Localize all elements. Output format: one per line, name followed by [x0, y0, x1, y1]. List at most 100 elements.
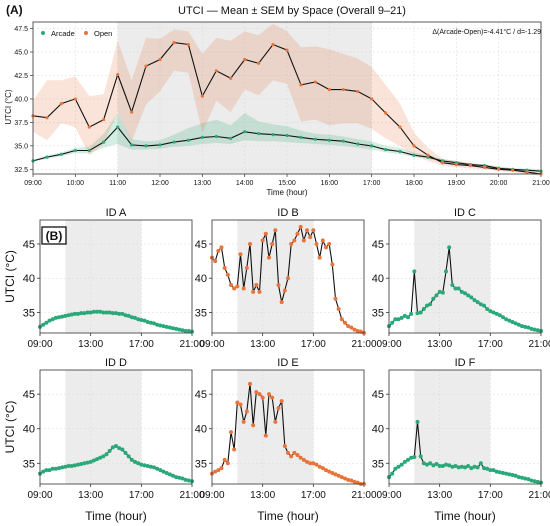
- data-point: [158, 468, 163, 473]
- data-point-open: [87, 125, 91, 129]
- data-point: [117, 446, 122, 451]
- data-point-open: [440, 161, 444, 165]
- data-point: [336, 473, 341, 478]
- data-point-open: [370, 97, 374, 101]
- data-point: [320, 238, 325, 243]
- data-point: [69, 464, 74, 469]
- data-point: [276, 406, 281, 410]
- data-point: [263, 433, 268, 438]
- data-point: [88, 310, 93, 315]
- y-tick-label: 45: [23, 239, 35, 251]
- data-point-arcade: [229, 136, 233, 140]
- data-point-arcade: [257, 132, 261, 136]
- data-point: [339, 317, 344, 322]
- data-point-open: [116, 72, 120, 77]
- data-point: [235, 400, 240, 405]
- data-point-arcade: [214, 134, 218, 139]
- data-point: [229, 283, 233, 288]
- x-tick-label: 17:00: [301, 339, 326, 350]
- data-point-arcade: [341, 139, 345, 143]
- data-point: [183, 328, 188, 333]
- subplot-id-a: 09:00 13:00 17:00 21:00 35 40 45 ID A UTCI (°C): [3, 207, 205, 350]
- data-point: [171, 326, 175, 331]
- data-point-open: [45, 116, 49, 120]
- panel-a-xlabel: Time (hour): [266, 188, 307, 197]
- data-point: [415, 311, 420, 316]
- data-point: [114, 444, 118, 448]
- panel-a-ylabel: UTCI (°C): [4, 89, 13, 125]
- data-point: [450, 464, 455, 469]
- data-point: [142, 318, 147, 323]
- data-point: [466, 293, 471, 298]
- data-point-open: [186, 42, 190, 47]
- data-point: [418, 310, 423, 315]
- data-point-arcade: [285, 133, 289, 138]
- data-point: [126, 313, 131, 318]
- data-point: [497, 470, 502, 475]
- peak-hours-shade: [414, 220, 491, 333]
- subplot-frame: [211, 219, 365, 334]
- data-point-arcade: [87, 148, 91, 153]
- data-point: [330, 262, 335, 267]
- data-point: [161, 469, 166, 474]
- data-point: [431, 463, 436, 468]
- data-point: [95, 309, 99, 314]
- y-tick-label: 35: [195, 307, 207, 319]
- x-tick-label: 09:00: [27, 490, 52, 501]
- data-point: [213, 259, 218, 264]
- y-tick-label: 35: [195, 458, 207, 470]
- data-point: [53, 466, 58, 471]
- data-point: [44, 468, 49, 473]
- data-point: [497, 313, 502, 318]
- data-point: [305, 459, 309, 464]
- y-tick-label: 45: [195, 389, 207, 401]
- data-point: [238, 252, 243, 257]
- data-point: [305, 228, 309, 233]
- x-tick-label: 09:00: [376, 339, 401, 350]
- data-point: [529, 326, 534, 331]
- data-point: [295, 452, 300, 457]
- data-point: [63, 313, 68, 318]
- data-point: [98, 309, 103, 314]
- panel-a-annotation: Δ(Arcade-Open)=-4.41°C / d=-1.29: [432, 28, 541, 36]
- x-tick-label: 21:00: [179, 339, 204, 350]
- data-point: [44, 320, 49, 325]
- data-point: [260, 238, 265, 243]
- subplot-ylabel: UTCI (°C): [3, 250, 17, 303]
- data-point: [352, 479, 357, 484]
- data-point: [469, 295, 474, 300]
- data-point-open: [356, 89, 360, 94]
- data-point: [320, 466, 325, 471]
- panel-b-label-box: (B): [41, 226, 67, 245]
- data-point: [120, 447, 125, 452]
- data-point: [152, 321, 156, 326]
- panel-a-label: (A): [6, 3, 23, 17]
- data-point: [117, 311, 122, 316]
- data-point: [251, 289, 256, 294]
- subplot-id-f: 09:00 13:00 17:00 21:00 35 40 45 ID F Time (hour…: [372, 357, 550, 523]
- x-tick-label: 17:00: [478, 339, 503, 350]
- data-point: [136, 317, 141, 322]
- data-point-open: [511, 168, 515, 172]
- data-point: [57, 315, 61, 320]
- data-point: [343, 320, 347, 325]
- data-point: [298, 455, 303, 460]
- data-point: [472, 464, 477, 469]
- data-point: [120, 311, 125, 316]
- data-point: [352, 327, 357, 332]
- data-point: [346, 324, 351, 329]
- y-tick-label: 32.5: [14, 167, 28, 174]
- data-point: [390, 320, 395, 325]
- y-tick-label: 40.0: [14, 96, 28, 103]
- data-point-open: [200, 94, 204, 98]
- x-tick-label: 13:00: [194, 180, 212, 187]
- data-point: [311, 228, 316, 233]
- data-point-open: [144, 64, 148, 68]
- data-point: [232, 286, 237, 291]
- panel-b-label: (B): [46, 229, 63, 243]
- data-point-open: [285, 48, 289, 52]
- data-point: [241, 419, 246, 424]
- x-tick-label: 11:00: [109, 180, 126, 187]
- y-tick-label: 40: [372, 273, 384, 285]
- data-point: [406, 315, 410, 320]
